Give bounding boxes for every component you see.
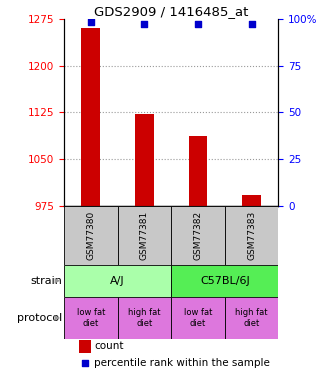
Point: [88, 20, 93, 26]
Text: low fat
diet: low fat diet: [76, 308, 105, 328]
Bar: [118, 297, 171, 339]
Text: percentile rank within the sample: percentile rank within the sample: [94, 358, 270, 368]
Bar: [171, 206, 225, 265]
Bar: [171, 297, 225, 339]
Bar: [188, 136, 207, 206]
Text: C57BL/6J: C57BL/6J: [200, 276, 250, 286]
Bar: [64, 206, 118, 265]
Text: A/J: A/J: [110, 276, 125, 286]
Bar: [242, 195, 261, 206]
Text: high fat
diet: high fat diet: [235, 308, 268, 328]
Bar: [64, 265, 171, 297]
Title: GDS2909 / 1416485_at: GDS2909 / 1416485_at: [94, 4, 248, 18]
Text: GSM77382: GSM77382: [194, 211, 203, 260]
Text: GSM77383: GSM77383: [247, 211, 256, 260]
Text: strain: strain: [30, 276, 62, 286]
Bar: [225, 297, 278, 339]
Text: count: count: [94, 342, 124, 351]
Bar: [135, 114, 154, 206]
Point: [82, 360, 87, 366]
Text: low fat
diet: low fat diet: [184, 308, 212, 328]
Text: GSM77380: GSM77380: [86, 211, 95, 260]
Bar: [81, 28, 100, 206]
Point: [196, 21, 201, 27]
Bar: [79, 340, 91, 352]
Bar: [64, 297, 118, 339]
Point: [249, 21, 254, 27]
Bar: [171, 265, 278, 297]
Text: GSM77381: GSM77381: [140, 211, 149, 260]
Text: protocol: protocol: [17, 313, 62, 323]
Text: high fat
diet: high fat diet: [128, 308, 161, 328]
Bar: [225, 206, 278, 265]
Point: [142, 21, 147, 27]
Bar: [118, 206, 171, 265]
